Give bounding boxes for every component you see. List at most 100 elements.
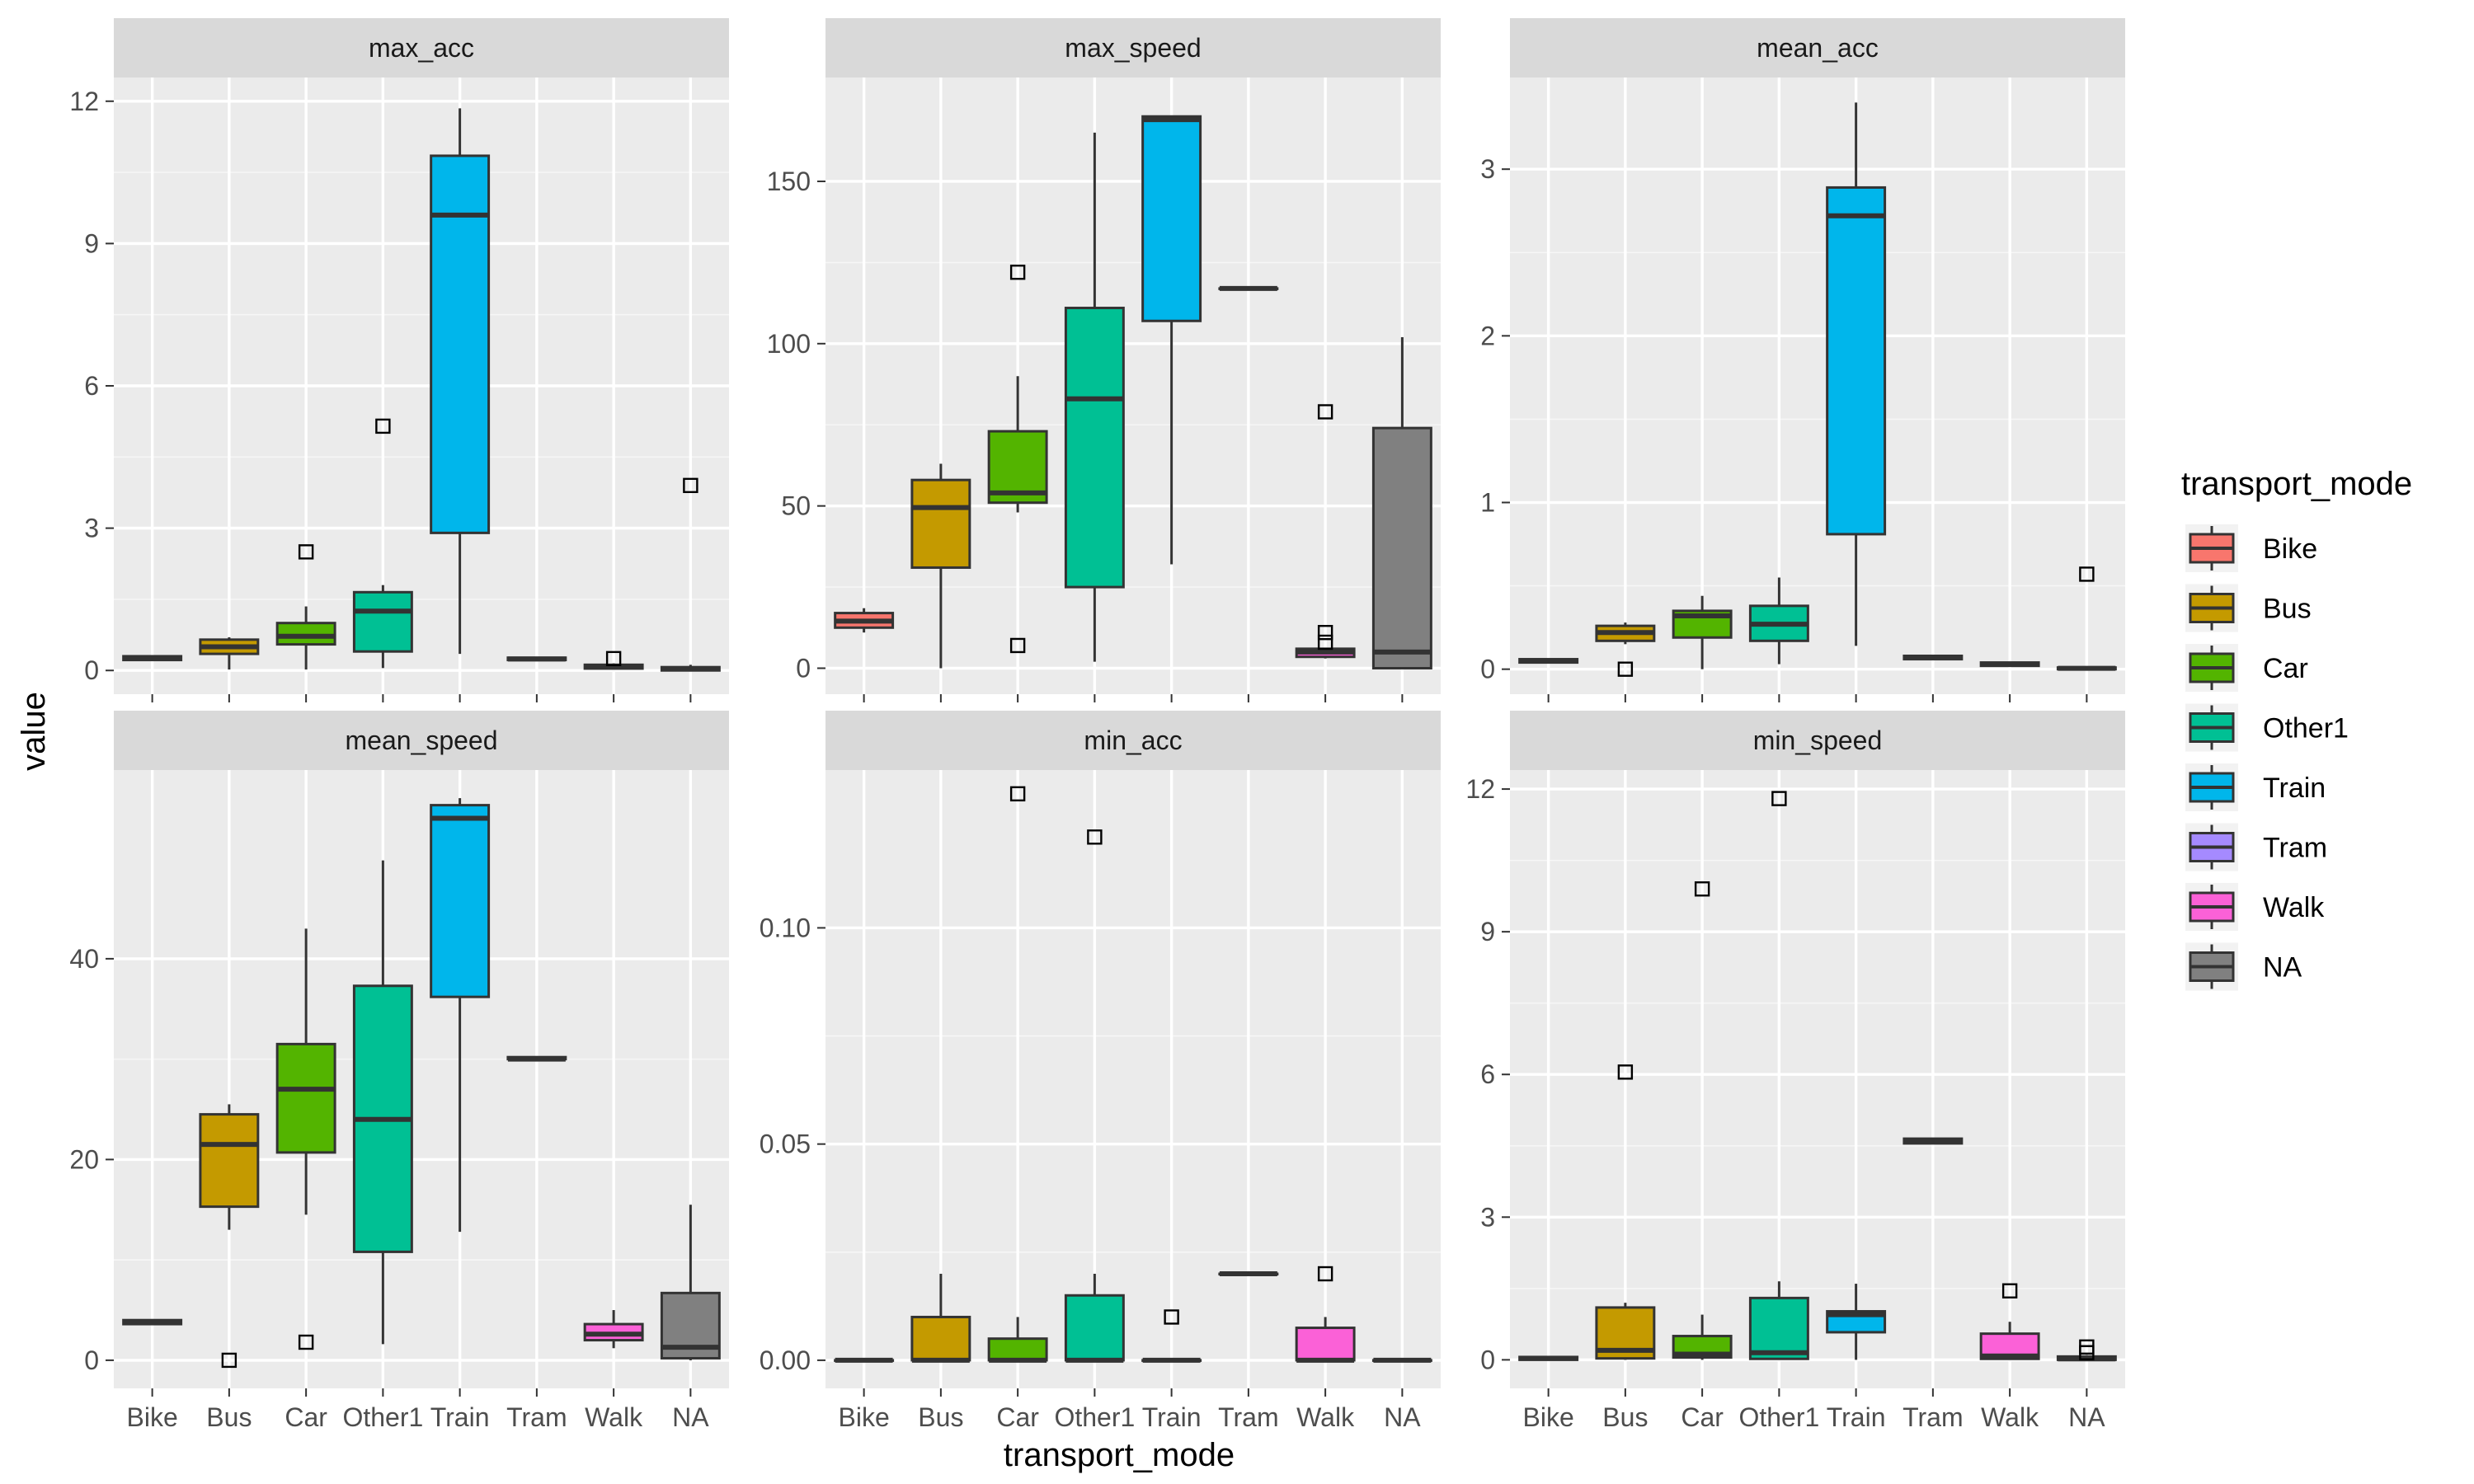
facet-strip-label: mean_speed <box>345 726 497 755</box>
y-axis-title: value <box>16 692 52 771</box>
box-walk <box>1295 1266 1356 1363</box>
y-tick-label: 3 <box>1480 1202 1495 1232</box>
legend-label: Walk <box>2263 892 2325 923</box>
box-car <box>987 265 1048 654</box>
box-iqr <box>1064 307 1125 589</box>
x-tick-label: Other1 <box>1054 1402 1135 1432</box>
facet-strip <box>825 18 1441 77</box>
box-other1 <box>1064 132 1125 662</box>
x-tick-label: Tram <box>1218 1402 1278 1432</box>
y-tick-label: 12 <box>69 87 99 116</box>
y-tick-label: 3 <box>84 514 99 543</box>
x-tick-label: Other1 <box>342 1402 423 1432</box>
x-tick-label: Tram <box>506 1402 567 1432</box>
box-car <box>275 928 336 1350</box>
panel-max-speed: max_speed050100150BikeBusCarOther1TrainT… <box>767 18 1441 738</box>
legend-item-na: NA <box>2185 942 2302 991</box>
outlier-point <box>298 1334 314 1350</box>
box-iqr <box>1141 115 1202 322</box>
box-bike <box>1518 658 1579 665</box>
box-na <box>1371 336 1432 670</box>
outlier-point <box>298 544 314 560</box>
x-tick-label: Tram <box>1903 1402 1963 1432</box>
outlier-point <box>375 418 391 434</box>
legend: transport_mode Bike Bus Car Other1 Train Tram… <box>2181 466 2412 991</box>
outlier-point <box>1087 829 1103 845</box>
facet-strip-label: min_speed <box>1753 726 1883 755</box>
legend-label: NA <box>2263 952 2302 984</box>
box-bus <box>1595 622 1656 677</box>
box-other1 <box>1748 791 1809 1360</box>
box-train <box>1141 1309 1202 1363</box>
facet-strip-label: min_acc <box>1084 726 1182 755</box>
outlier-point <box>1009 265 1026 280</box>
y-tick-label: 0 <box>84 655 99 685</box>
y-tick-label: 50 <box>781 491 811 521</box>
outlier-point <box>605 650 622 667</box>
x-tick-label: NA <box>2068 1402 2105 1432</box>
y-tick-label: 6 <box>1480 1059 1495 1089</box>
y-tick-label: 0 <box>1480 655 1495 684</box>
x-tick-label: NA <box>1384 1402 1421 1432</box>
box-tram <box>1903 655 1964 661</box>
facet-strip <box>114 711 729 770</box>
box-na <box>2056 566 2117 671</box>
x-tick-label: Walk <box>1981 1402 2039 1432</box>
facet-strip-label: max_speed <box>1065 33 1201 63</box>
legend-label: Tram <box>2263 833 2327 864</box>
y-tick-label: 0 <box>796 654 811 683</box>
box-bike <box>1518 1355 1579 1361</box>
panel-mean-acc: mean_acc0123BikeBusCarOther1TrainTramWal… <box>1480 18 2125 738</box>
x-tick-label: Walk <box>1296 1402 1355 1432</box>
x-tick-label: Bus <box>1602 1402 1648 1432</box>
outlier-point <box>2079 566 2095 582</box>
x-tick-label: Walk <box>585 1402 643 1432</box>
outlier-point <box>1694 881 1710 897</box>
legend-label: Bus <box>2263 594 2312 625</box>
box-bus <box>910 463 971 669</box>
box-na <box>660 477 721 672</box>
box-na <box>1371 1357 1432 1363</box>
outlier-point <box>1771 791 1787 806</box>
outlier-point <box>2001 1283 2018 1298</box>
box-car <box>1672 881 1733 1360</box>
box-iqr <box>987 1337 1048 1362</box>
facet-strip <box>1510 18 2125 77</box>
legend-item-bus: Bus <box>2185 584 2312 632</box>
x-tick-label: Bike <box>839 1402 890 1432</box>
box-na <box>660 1205 721 1360</box>
x-tick-label: Other1 <box>1738 1402 1819 1432</box>
box-iqr <box>199 1113 260 1209</box>
x-tick-label: Car <box>285 1402 327 1432</box>
outlier-point <box>1164 1309 1179 1325</box>
x-tick-label: Train <box>1827 1402 1886 1432</box>
y-tick-label: 0.00 <box>760 1345 811 1375</box>
box-bike <box>122 655 183 662</box>
box-iqr <box>1295 1327 1356 1362</box>
box-bus <box>199 636 260 670</box>
box-bus <box>1595 1064 1656 1360</box>
x-axis-title: transport_mode <box>1004 1437 1235 1473</box>
box-train <box>1826 102 1887 646</box>
legend-label: Car <box>2263 653 2308 684</box>
box-car <box>275 544 336 670</box>
box-bus <box>910 1274 971 1363</box>
box-walk <box>1979 661 2040 668</box>
box-bike <box>834 1357 895 1363</box>
legend-item-other1: Other1 <box>2185 703 2349 752</box>
box-na <box>2056 1339 2117 1362</box>
legend-item-train: Train <box>2185 763 2326 811</box>
x-tick-label: Bike <box>127 1402 178 1432</box>
y-tick-label: 20 <box>69 1144 99 1174</box>
panel-background <box>825 77 1441 694</box>
panel-mean-speed: mean_speed 0 20 40 Bike Bus Car Other1 Train Tram… <box>69 711 729 1432</box>
x-tick-label: Bike <box>1523 1402 1574 1432</box>
box-iqr <box>910 478 971 569</box>
box-iqr <box>1371 426 1432 670</box>
box-train <box>1826 1284 1887 1360</box>
facet-strip-label: mean_acc <box>1757 33 1879 63</box>
box-tram <box>506 1055 567 1062</box>
box-other1 <box>352 860 413 1345</box>
y-tick-label: 6 <box>84 371 99 401</box>
